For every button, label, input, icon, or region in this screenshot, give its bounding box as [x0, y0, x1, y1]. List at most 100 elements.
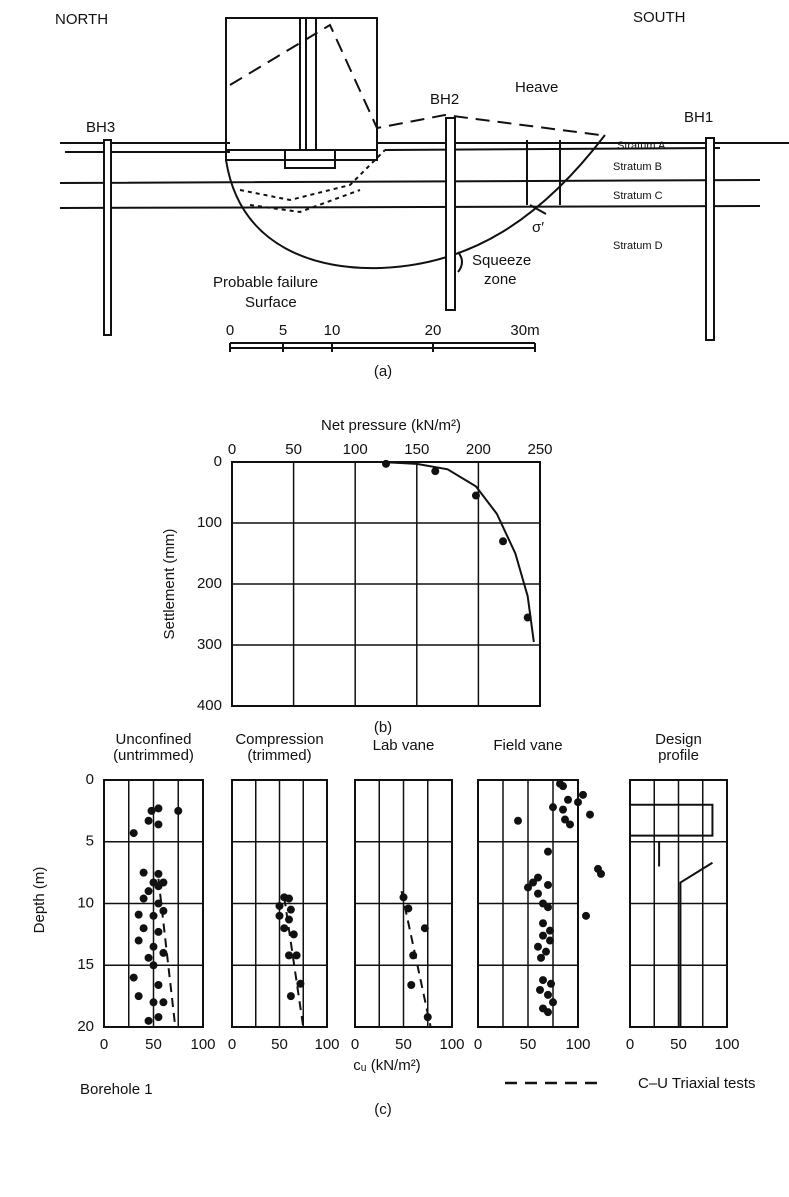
line: [379, 461, 535, 643]
data-point: [159, 878, 168, 887]
label: BH3: [86, 119, 115, 136]
data-point: [144, 953, 153, 962]
stratum-line: [59, 179, 761, 209]
data-point: [547, 979, 555, 988]
data-point: [549, 998, 557, 1007]
panel-title: Field vane: [493, 737, 562, 754]
panel-label: (b): [374, 719, 392, 736]
panel-title: (untrimmed): [113, 747, 194, 764]
data-point: [471, 491, 480, 500]
y-tick-label: 300: [197, 636, 222, 653]
squeezed-soil: [239, 149, 386, 214]
failure-surface: [225, 134, 606, 270]
label: Probable failure: [213, 274, 318, 291]
stratum-line: [65, 147, 721, 153]
data-point: [536, 985, 544, 994]
label: Stratum A: [617, 140, 666, 152]
x-tick-label: 0: [351, 1036, 359, 1053]
x-tick-label: 100: [314, 1036, 339, 1053]
borehole: [445, 117, 456, 311]
data-point: [404, 904, 413, 913]
scale-label: 5: [279, 322, 287, 339]
data-point: [399, 893, 408, 902]
x-tick-label: 100: [190, 1036, 215, 1053]
panel-title: (trimmed): [247, 747, 311, 764]
data-point: [285, 915, 293, 924]
label: SOUTH: [633, 9, 686, 26]
y-tick-label: 0: [214, 453, 222, 470]
x-tick-label: 0: [626, 1036, 634, 1053]
data-point: [546, 926, 554, 935]
data-point: [144, 816, 153, 825]
data-point: [549, 803, 557, 812]
scale-label: 0: [226, 322, 234, 339]
data-point: [154, 1013, 163, 1022]
x-tick-label: 50: [145, 1036, 162, 1053]
note: Borehole 1: [80, 1081, 153, 1098]
y-axis-label: Settlement (mm): [161, 529, 178, 640]
line: [400, 890, 432, 1028]
data-point: [534, 942, 542, 951]
data-point: [544, 903, 552, 912]
x-tick-label: 0: [228, 1036, 236, 1053]
data-point: [296, 979, 305, 988]
sigma-arrow: [529, 204, 547, 215]
data-point: [559, 782, 567, 791]
x-tick-label: 0: [474, 1036, 482, 1053]
label: Heave: [515, 79, 558, 96]
data-point: [174, 806, 183, 815]
data-point: [542, 947, 550, 956]
label: Stratum D: [613, 240, 663, 252]
data-point: [546, 936, 554, 945]
stratum-marker: [526, 140, 561, 205]
data-point: [134, 936, 143, 945]
data-point: [139, 894, 148, 903]
building: [225, 17, 378, 151]
data-point: [149, 911, 158, 920]
y-tick-label: 400: [197, 697, 222, 714]
x-tick-label: 50: [670, 1036, 687, 1053]
data-point: [134, 910, 143, 919]
data-point: [275, 911, 284, 920]
scale-bar: [229, 342, 536, 352]
data-point: [286, 905, 295, 914]
panel-title: Compression: [235, 731, 323, 748]
x-axis-label: cᵤ (kN/m²): [353, 1057, 420, 1074]
data-point: [539, 919, 547, 928]
data-point: [159, 948, 168, 957]
label: Stratum B: [613, 161, 662, 173]
data-point: [285, 951, 293, 960]
data-point: [149, 942, 158, 951]
x-tick-label: 100: [439, 1036, 464, 1053]
borehole: [705, 137, 715, 341]
line: [679, 861, 713, 1027]
data-point: [420, 924, 429, 933]
x-tick-label: 50: [520, 1036, 537, 1053]
data-point: [539, 931, 547, 940]
data-point: [559, 805, 567, 814]
panel-label: (c): [374, 1101, 392, 1118]
data-point: [561, 815, 569, 824]
x-tick-label: 100: [565, 1036, 590, 1053]
data-point: [159, 998, 168, 1007]
panel-title: Lab vane: [373, 737, 435, 754]
line: [629, 803, 714, 837]
panel-title: profile: [658, 747, 699, 764]
label: zone: [484, 271, 517, 288]
data-point: [154, 981, 163, 990]
y-tick-label: 5: [86, 833, 94, 850]
data-point: [154, 820, 163, 829]
data-point: [544, 880, 552, 889]
data-point: [534, 873, 542, 882]
panel-title: Unconfined: [116, 731, 192, 748]
x-tick-label: 0: [228, 441, 236, 458]
legend-label: C–U Triaxial tests: [638, 1075, 756, 1092]
data-point: [431, 467, 440, 476]
data-point: [582, 911, 590, 920]
scale-label: 20: [425, 322, 442, 339]
label: Stratum C: [613, 190, 663, 202]
x-tick-label: 200: [466, 441, 491, 458]
data-point: [586, 810, 594, 819]
data-point: [544, 847, 552, 856]
panel-title: Design: [655, 731, 702, 748]
